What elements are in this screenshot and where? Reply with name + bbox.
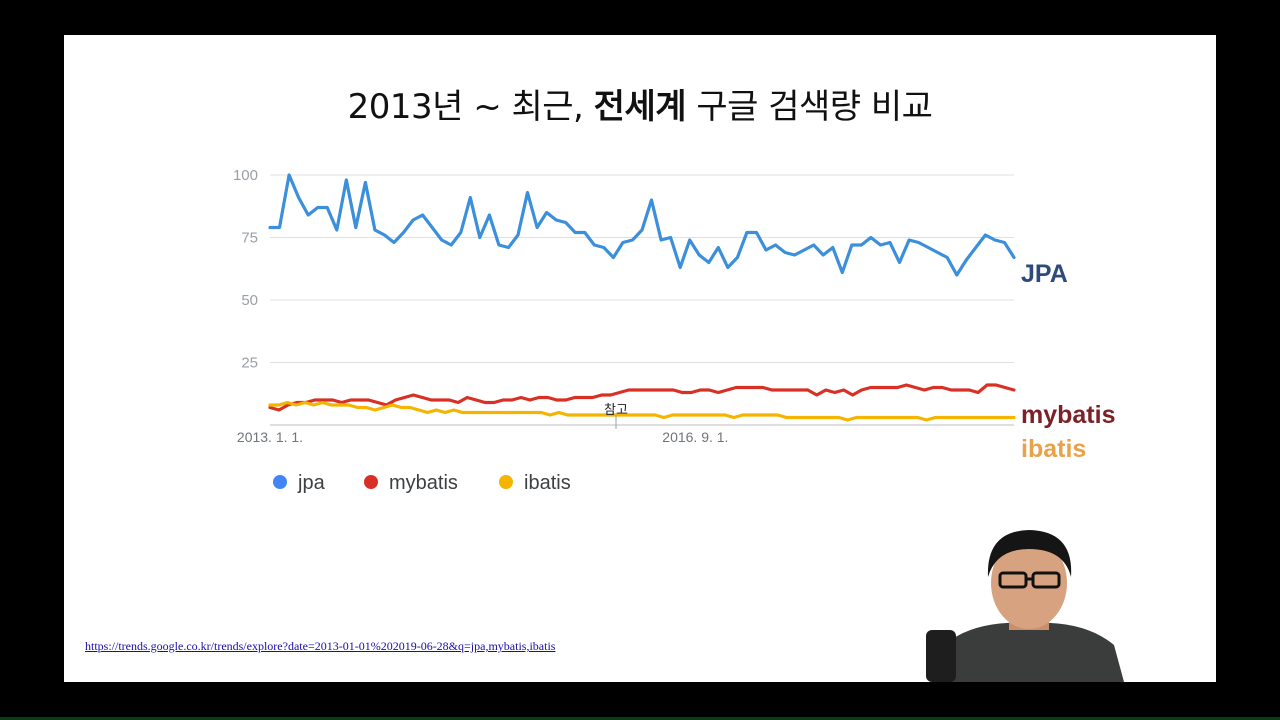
series-line-mybatis xyxy=(268,383,1016,412)
legend-label-ibatis: ibatis xyxy=(524,472,571,494)
y-axis-ticks: 100 75 50 25 xyxy=(233,167,258,372)
end-label-ibatis: ibatis xyxy=(1021,435,1086,463)
series-line-ibatis xyxy=(268,400,1016,422)
series-end-labels: JPA mybatis ibatis xyxy=(1021,260,1115,463)
presenter-silhouette xyxy=(926,530,1124,682)
x-tick-label-0: 2013. 1. 1. xyxy=(237,429,303,445)
note-label: 참고 xyxy=(604,403,628,418)
microphone xyxy=(926,630,956,682)
y-tick-label-100: 100 xyxy=(233,167,258,184)
video-bottom-bar xyxy=(0,682,1280,720)
chart-legend: jpa mybatis ibatis xyxy=(273,472,571,494)
line-chart: 100 75 50 25 2013. 1. 1. 2016. 9. 1. JPA myba… xyxy=(233,167,1116,494)
slide: 2013년 ~ 최근, 전세계 구글 검색량 비교 100 75 50 25 2013… xyxy=(64,35,1216,682)
y-tick-label-75: 75 xyxy=(241,230,258,247)
series-line-jpa xyxy=(268,173,1016,277)
chart-series xyxy=(268,173,1016,422)
chart-grid xyxy=(270,174,1014,426)
end-label-mybatis: mybatis xyxy=(1021,401,1115,429)
y-tick-label-50: 50 xyxy=(241,292,258,309)
presenter-face xyxy=(991,537,1067,629)
x-tick-label-1: 2016. 9. 1. xyxy=(662,429,728,445)
progress-line xyxy=(0,717,1280,720)
legend-dot-ibatis xyxy=(499,475,513,489)
slide-title-suffix: 구글 검색량 비교 xyxy=(686,87,933,127)
slide-title-bold: 전세계 xyxy=(593,87,687,127)
y-tick-label-25: 25 xyxy=(241,355,258,372)
legend-label-jpa: jpa xyxy=(297,472,326,494)
presenter-video xyxy=(914,525,1144,682)
x-axis-ticks: 2013. 1. 1. 2016. 9. 1. xyxy=(237,429,729,445)
presenter-hair xyxy=(987,530,1072,577)
slide-title: 2013년 ~ 최근, 전세계 구글 검색량 비교 xyxy=(64,79,1216,128)
slide-title-prefix: 2013년 ~ 최근, xyxy=(347,87,594,127)
legend-dot-jpa xyxy=(273,475,287,489)
chart-note: 참고 xyxy=(604,403,628,429)
presenter-body xyxy=(934,622,1124,682)
legend-label-mybatis: mybatis xyxy=(389,472,458,494)
legend-dot-mybatis xyxy=(364,475,378,489)
end-label-jpa: JPA xyxy=(1021,260,1068,288)
source-link[interactable]: https://trends.google.co.kr/trends/explo… xyxy=(85,639,556,653)
